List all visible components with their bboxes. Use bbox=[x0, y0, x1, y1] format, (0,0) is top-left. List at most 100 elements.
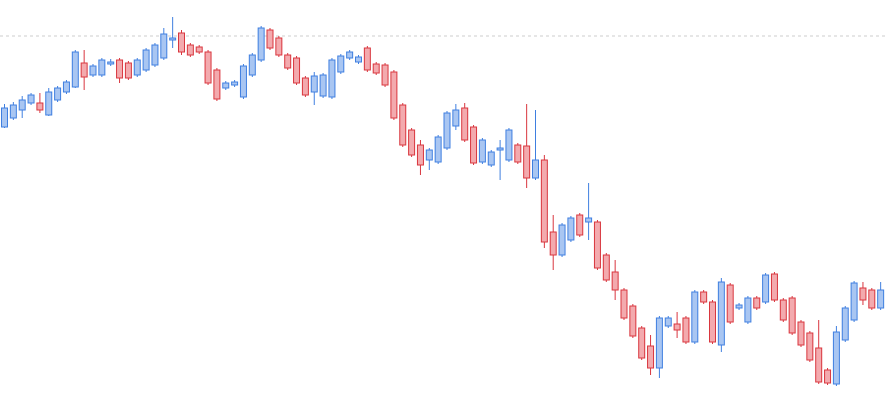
candle-body bbox=[142, 49, 150, 71]
candle-body bbox=[726, 284, 734, 323]
candle-body bbox=[239, 65, 247, 98]
candle-body bbox=[797, 321, 805, 346]
candle-body bbox=[27, 94, 35, 104]
candle-body bbox=[266, 29, 274, 49]
candle-body bbox=[461, 107, 469, 141]
candle-body bbox=[98, 59, 106, 76]
candle-body bbox=[523, 145, 531, 179]
candle-body bbox=[815, 347, 823, 383]
candle-body bbox=[9, 104, 17, 119]
candle-body bbox=[664, 317, 672, 327]
candle-body bbox=[709, 301, 716, 343]
candle-body bbox=[36, 102, 44, 111]
candle-body bbox=[841, 307, 849, 341]
candle-body bbox=[124, 62, 132, 79]
candle-body bbox=[195, 46, 203, 53]
candle-body bbox=[222, 82, 230, 89]
candle-body bbox=[585, 217, 593, 223]
candle-body bbox=[877, 289, 885, 309]
candle-body bbox=[832, 331, 840, 385]
candle-body bbox=[399, 104, 407, 146]
candle-body bbox=[80, 62, 88, 78]
candle-body bbox=[700, 291, 708, 303]
candle-body bbox=[213, 69, 221, 100]
candle-body bbox=[319, 74, 327, 97]
candle-body bbox=[576, 214, 584, 236]
candle-body bbox=[363, 47, 371, 71]
candle-body bbox=[45, 91, 53, 116]
candle-body bbox=[275, 37, 283, 56]
candle-body bbox=[1, 107, 8, 128]
candle-body bbox=[408, 129, 416, 156]
candle-body bbox=[753, 297, 761, 309]
candle-body bbox=[655, 317, 663, 369]
candle-body bbox=[602, 254, 610, 281]
candle-body bbox=[416, 144, 424, 166]
candle-body bbox=[567, 217, 575, 241]
candle-body bbox=[116, 59, 124, 79]
candle-body bbox=[390, 71, 398, 119]
candle-body bbox=[178, 32, 185, 53]
candle-body bbox=[301, 77, 309, 96]
candle-body bbox=[638, 327, 646, 359]
candle-body bbox=[788, 297, 796, 334]
candle-body bbox=[452, 109, 460, 127]
candle-body bbox=[868, 289, 876, 309]
candle-body bbox=[629, 305, 637, 337]
candle-body bbox=[762, 274, 770, 303]
candle-body bbox=[478, 139, 486, 163]
candle-body bbox=[248, 54, 256, 76]
candle-body bbox=[62, 81, 70, 93]
candle-body bbox=[231, 81, 239, 86]
candle-body bbox=[443, 112, 451, 149]
candle-body bbox=[558, 224, 566, 256]
candle-body bbox=[514, 144, 522, 163]
candle-body bbox=[859, 287, 867, 301]
candle-body bbox=[717, 281, 725, 346]
candle-body bbox=[779, 299, 787, 321]
candle-body bbox=[169, 37, 177, 41]
candle-body bbox=[824, 369, 832, 384]
candle-body bbox=[381, 64, 389, 86]
candle-body bbox=[372, 63, 380, 74]
candle-body bbox=[496, 147, 504, 151]
candle-body bbox=[532, 159, 539, 179]
candle-body bbox=[89, 65, 97, 76]
candle-body bbox=[293, 57, 301, 84]
candle-body bbox=[735, 304, 743, 309]
candle-body bbox=[744, 297, 752, 323]
candle-body bbox=[540, 159, 548, 243]
candle-body bbox=[620, 289, 628, 319]
candle-body bbox=[487, 151, 495, 166]
candle-body bbox=[682, 317, 690, 343]
candle-body bbox=[355, 56, 362, 63]
candle-body bbox=[257, 27, 265, 61]
candle-body bbox=[770, 273, 778, 301]
candle-body bbox=[434, 136, 442, 163]
candle-body bbox=[470, 126, 478, 164]
candle-body bbox=[593, 221, 601, 269]
candle-body bbox=[71, 51, 79, 88]
candle-body bbox=[204, 51, 212, 84]
candle-body bbox=[806, 332, 814, 361]
candle-body bbox=[133, 59, 141, 76]
candle-body bbox=[310, 75, 318, 93]
candle-body bbox=[151, 44, 159, 66]
candle-body bbox=[18, 99, 26, 111]
candle-body bbox=[647, 345, 655, 369]
candle-body bbox=[611, 271, 619, 291]
candle-body bbox=[186, 44, 194, 56]
candle-body bbox=[346, 51, 354, 59]
candle-body bbox=[673, 323, 681, 331]
candle-body bbox=[337, 55, 345, 73]
candle-body bbox=[107, 61, 115, 65]
candle-body bbox=[850, 282, 858, 321]
candle-body bbox=[284, 54, 292, 69]
candle-body bbox=[425, 149, 433, 161]
candle-body bbox=[505, 129, 513, 161]
candle-body bbox=[54, 87, 62, 101]
candle-body bbox=[691, 291, 699, 343]
candle-body bbox=[160, 33, 168, 59]
